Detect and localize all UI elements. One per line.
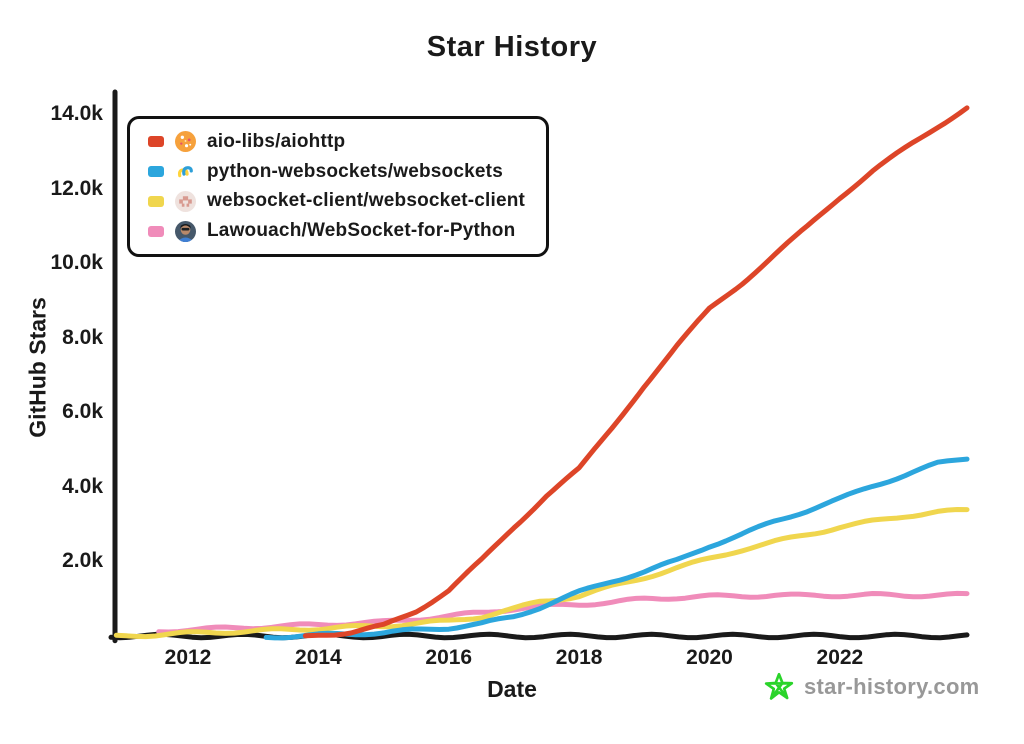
legend-repo-name: aio-libs/aiohttp xyxy=(207,130,346,152)
legend-item-websocket-for-python: Lawouach/WebSocket-for-Python xyxy=(148,220,546,242)
axes xyxy=(108,89,970,644)
legend-swatch xyxy=(148,136,164,148)
legend-item-websocket-client: websocket-client/websocket-client xyxy=(148,190,546,212)
chart-line xyxy=(263,456,970,641)
legend-box: aio-libs/aiohttp python-websockets/webso… xyxy=(127,116,549,257)
y-tick-label: 14.0k xyxy=(50,102,103,126)
y-tick-label: 6.0k xyxy=(62,400,103,424)
lawouach-avatar-icon xyxy=(175,220,196,242)
chart-title: Star History xyxy=(426,31,598,63)
legend-item-aiohttp: aio-libs/aiohttp xyxy=(148,131,546,153)
watermark-text: star-history.com xyxy=(804,674,980,699)
y-tick-label: 2.0k xyxy=(62,549,103,573)
y-tick-label: 4.0k xyxy=(62,474,103,498)
legend-swatch xyxy=(148,166,164,178)
x-tick-label: 2018 xyxy=(555,646,603,669)
x-axis-title: Date xyxy=(487,676,537,702)
x-tick-label: 2016 xyxy=(425,646,473,669)
x-tick-label: 2020 xyxy=(686,646,733,669)
aio-libs-avatar-icon xyxy=(175,131,196,153)
legend-repo-name: Lawouach/WebSocket-for-Python xyxy=(207,220,516,242)
websocket-client-avatar-icon xyxy=(175,190,196,212)
legend-swatch xyxy=(148,225,164,237)
x-tick-label: 2014 xyxy=(295,646,342,669)
chart-line xyxy=(302,105,970,639)
chart-line xyxy=(156,590,970,635)
legend-swatch xyxy=(148,195,164,207)
chart-line xyxy=(113,507,970,640)
y-tick-label: 8.0k xyxy=(62,325,103,349)
websockets-avatar-icon xyxy=(177,166,193,178)
y-axis-title: GitHub Stars xyxy=(24,297,51,438)
y-tick-label: 10.0k xyxy=(50,251,103,275)
x-tick-label: 2012 xyxy=(164,646,212,669)
legend-item-websockets: python-websockets/websockets xyxy=(148,161,546,183)
x-tick-label: 2022 xyxy=(816,646,864,669)
legend-repo-name: websocket-client/websocket-client xyxy=(207,190,526,212)
chart-line xyxy=(108,631,970,641)
star-history-watermark-link[interactable]: star-history.com xyxy=(763,668,980,706)
hand-drawn-star-icon xyxy=(764,672,794,700)
y-tick-label: 12.0k xyxy=(50,176,103,200)
legend-repo-name: python-websockets/websockets xyxy=(207,160,503,182)
series-lines xyxy=(113,105,970,641)
